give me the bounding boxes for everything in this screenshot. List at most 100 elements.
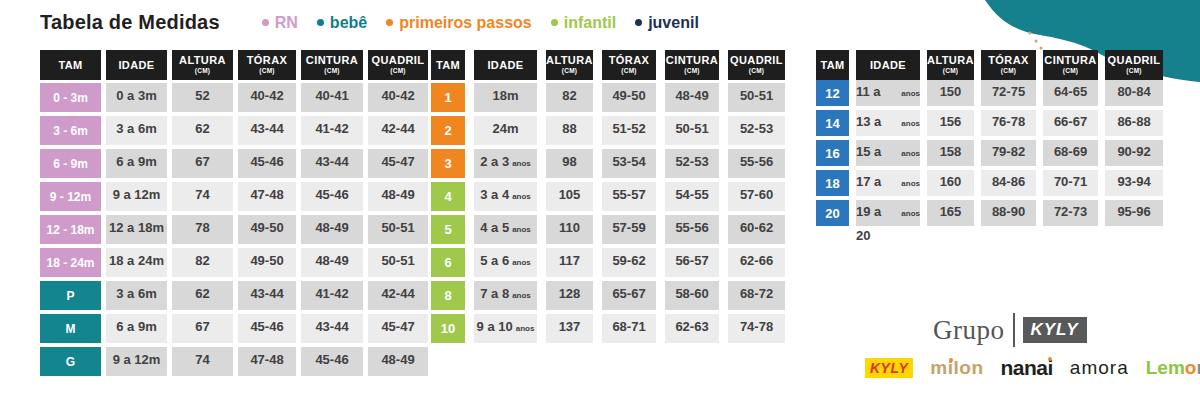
orange-i-dot-icon — [1048, 357, 1052, 361]
dot-decoration — [1029, 32, 1032, 35]
quadril-cell: 52-53 — [728, 116, 785, 145]
legend-item: juvenil — [635, 14, 699, 32]
torax-cell: 49-50 — [238, 215, 296, 244]
page-title: Tabela de Medidas — [40, 11, 220, 34]
legend-item: bebê — [317, 14, 367, 32]
torax-cell: 49-50 — [238, 248, 296, 277]
torax-cell: 84-86 — [981, 170, 1036, 196]
altura-cell: 62 — [172, 116, 233, 145]
logo-letter-segment: amora — [1070, 357, 1129, 379]
orange-i-dot-icon — [949, 358, 953, 362]
column-header-label: QUADRIL — [730, 55, 783, 66]
column-header-label: ALTURA — [179, 55, 226, 66]
torax-cell: 76-78 — [981, 110, 1036, 136]
idade-cell: 6 a 9m — [106, 149, 167, 178]
altura-cell: 74 — [172, 347, 233, 376]
legend-label: bebê — [330, 14, 367, 32]
column-header-label: TÓRAX — [247, 55, 288, 66]
altura-cell: 150 — [927, 80, 974, 106]
altura-cell: 160 — [927, 170, 974, 196]
legend-label: infantil — [564, 14, 616, 32]
torax-cell: 43-44 — [238, 116, 296, 145]
altura-cell: 98 — [546, 149, 593, 178]
altura-cell: 165 — [927, 200, 974, 226]
column-header-label: ALTURA — [546, 55, 593, 66]
altura-cell: 78 — [172, 215, 233, 244]
column-header: IDADE — [106, 50, 167, 80]
idade-suffix: anos — [901, 142, 920, 166]
tam-cell: 12 - 18m — [40, 215, 101, 244]
torax-cell: 45-46 — [238, 314, 296, 343]
idade-cell: 3 a 4anos — [474, 182, 537, 211]
legend-dot-icon — [386, 19, 393, 26]
quadril-cell: 40-42 — [368, 83, 428, 112]
cintura-cell: 43-44 — [301, 149, 363, 178]
quadril-cell: 45-47 — [368, 149, 428, 178]
column-header: ALTURA(CM) — [927, 50, 974, 80]
altura-cell: 52 — [172, 83, 233, 112]
idade-cell: 4 a 5anos — [474, 215, 537, 244]
cintura-cell: 62-63 — [665, 314, 719, 343]
idade-cell: 18 a 24m — [106, 248, 167, 277]
torax-cell: 53-54 — [602, 149, 656, 178]
amora-logo: amora — [1070, 357, 1129, 379]
column-header-label: IDADE — [118, 60, 154, 71]
altura-cell: 128 — [546, 281, 593, 310]
quadril-cell: 48-49 — [368, 182, 428, 211]
column-header-label: QUADRIL — [1108, 55, 1161, 66]
logo-letter-segment: o — [1185, 357, 1197, 379]
torax-cell: 43-44 — [238, 281, 296, 310]
tam-cell: 12 — [816, 80, 849, 106]
quadril-cell: 95-96 — [1105, 200, 1163, 226]
legend-item: infantil — [551, 14, 616, 32]
grupo-label: Grupo — [933, 315, 1005, 346]
altura-cell: 82 — [172, 248, 233, 277]
column-header: ALTURA(CM) — [172, 50, 233, 80]
altura-cell: 67 — [172, 149, 233, 178]
column-header-label: TÓRAX — [609, 55, 650, 66]
quadril-cell: 45-47 — [368, 314, 428, 343]
quadril-cell: 57-60 — [728, 182, 785, 211]
altura-cell: 110 — [546, 215, 593, 244]
column-header-label: CINTURA — [1044, 55, 1096, 66]
logo-letter-segment: KYLY — [870, 360, 908, 376]
column-header: CINTURA(CM) — [301, 50, 363, 80]
idade-cell: 3 a 6m — [106, 116, 167, 145]
column-header: TAM — [816, 50, 849, 80]
tam-cell: 4 — [431, 182, 465, 211]
size-table-juvenil: TAMIDADEALTURA(CM)TÓRAX(CM)CINTURA(CM)QU… — [816, 50, 1163, 226]
tam-cell: 20 — [816, 200, 849, 226]
header-row: Tabela de Medidas RNbebêprimeiros passos… — [40, 11, 699, 34]
torax-cell: 72-75 — [981, 80, 1036, 106]
legend: RNbebêprimeiros passosinfantiljuvenil — [262, 14, 699, 32]
idade-suffix: anos — [512, 151, 531, 177]
altura-cell: 158 — [927, 140, 974, 166]
size-table-rn-bebe: TAMIDADEALTURA(CM)TÓRAX(CM)CINTURA(CM)QU… — [40, 50, 428, 376]
cintura-cell: 55-56 — [665, 215, 719, 244]
quadril-cell: 86-88 — [1105, 110, 1163, 136]
idade-suffix: anos — [512, 250, 531, 276]
altura-cell: 117 — [546, 248, 593, 277]
cintura-cell: 52-53 — [665, 149, 719, 178]
column-header-label: TAM — [436, 60, 460, 71]
cintura-cell: 72-73 — [1043, 200, 1098, 226]
idade-cell: 5 a 6anos — [474, 248, 537, 277]
kyly-logo: KYLY — [865, 358, 913, 378]
cintura-cell: 66-67 — [1043, 110, 1098, 136]
torax-cell: 59-62 — [602, 248, 656, 277]
tam-cell: 5 — [431, 215, 465, 244]
grupo-kyly-logo: Grupo KYLY — [933, 313, 1087, 347]
column-header: TÓRAX(CM) — [602, 50, 656, 80]
idade-cell: 0 a 3m — [106, 83, 167, 112]
column-header: TAM — [431, 50, 465, 80]
logo-letter-segment: i — [1048, 356, 1053, 380]
column-header: IDADE — [856, 50, 920, 80]
quadril-cell: 90-92 — [1105, 140, 1163, 166]
idade-suffix: anos — [512, 283, 531, 309]
column-header-unit: (CM) — [1001, 68, 1017, 75]
idade-cell: 7 a 8anos — [474, 281, 537, 310]
tam-cell: 2 — [431, 116, 465, 145]
legend-item: RN — [262, 14, 298, 32]
column-header-unit: (CM) — [1126, 68, 1142, 75]
column-header-unit: (CM) — [259, 68, 275, 75]
